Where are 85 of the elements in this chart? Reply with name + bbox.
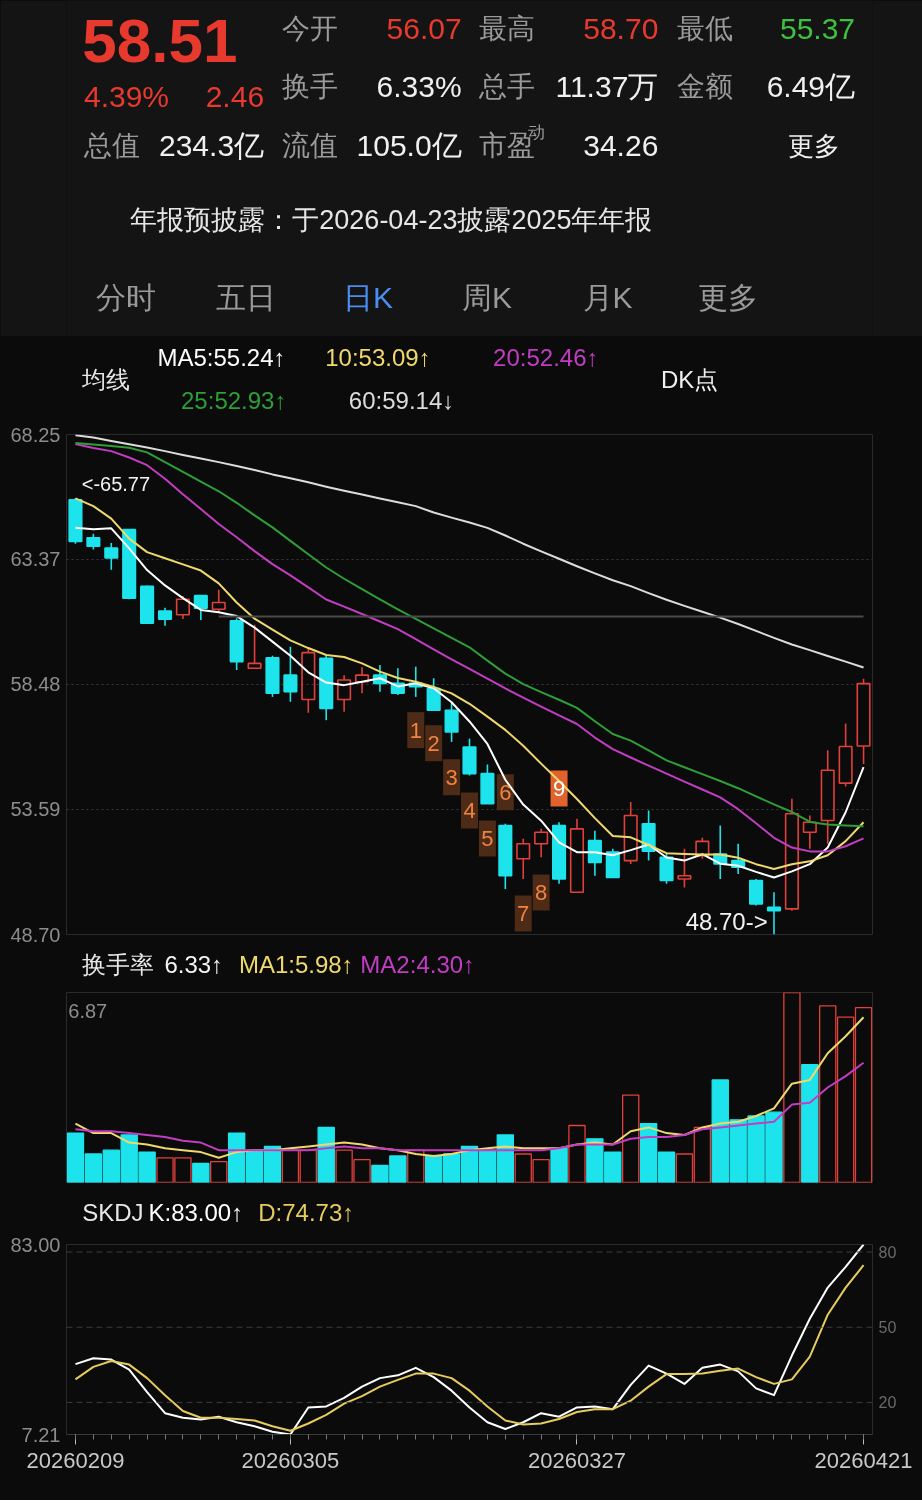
- ref-line-label: 80: [878, 1244, 897, 1262]
- text: 最高: [479, 13, 536, 44]
- text: DK点: [660, 366, 719, 393]
- candlestick: [802, 814, 817, 850]
- text: 55.37: [779, 11, 856, 45]
- text: 今开: [282, 13, 339, 44]
- bar: [801, 1064, 819, 1183]
- text: 58.70: [583, 11, 659, 45]
- annotation: 9: [552, 775, 566, 801]
- text: 105.0亿: [356, 129, 462, 162]
- text: 分时: [95, 281, 156, 314]
- bar: [568, 1124, 586, 1183]
- legend-title: SKDJ: [82, 1199, 144, 1226]
- text: 总值: [82, 130, 140, 161]
- text: 56.07: [386, 11, 462, 45]
- text: 流值: [282, 130, 339, 161]
- text: 日K: [343, 281, 394, 314]
- text: MA5:55.24↑: [157, 343, 286, 371]
- text: 25:52.93↑: [181, 386, 287, 414]
- text: 月K: [582, 281, 633, 314]
- text: 2.46: [205, 79, 265, 113]
- text: 10:53.09↑: [325, 343, 431, 371]
- y-tick-label: 7.21: [21, 1423, 61, 1446]
- bar: [621, 1094, 640, 1183]
- text: D:74.73↑: [258, 1199, 355, 1226]
- y-tick-label: 48.70: [10, 923, 61, 946]
- text: 金额: [676, 71, 733, 102]
- text: 60:59.14↓: [348, 386, 455, 414]
- text: 换手: [282, 71, 339, 102]
- annotation: <-65.77: [81, 472, 151, 495]
- candlestick: [749, 878, 764, 907]
- candlestick: [337, 674, 352, 713]
- bar: [550, 1147, 568, 1183]
- text: 总手: [478, 71, 536, 102]
- candlestick: [516, 838, 531, 880]
- text: 6.49亿: [766, 70, 856, 103]
- ref-line-label: 50: [878, 1319, 897, 1337]
- y-tick-label: 68.25: [10, 423, 61, 446]
- annotation: 1: [409, 717, 422, 743]
- annotation: 2: [427, 730, 440, 756]
- text: K:83.00↑: [148, 1199, 244, 1226]
- annotation: 6: [499, 779, 512, 805]
- text: 年报预披露：于2026-04-23披露2025年年报: [130, 204, 653, 235]
- text: 五日: [215, 281, 276, 314]
- text: 更多: [787, 130, 840, 161]
- text: MA1:5.98↑: [238, 951, 354, 978]
- annotation: 7: [517, 901, 530, 927]
- y-tick-label: 53.59: [10, 798, 61, 821]
- bar: [783, 992, 801, 1183]
- legend-title: 换手率: [82, 951, 155, 978]
- y-tick-label: 83.00: [10, 1233, 61, 1256]
- x-tick-label: 20260327: [528, 1447, 626, 1473]
- annotation: 8: [535, 880, 548, 906]
- text: 6.33%: [376, 70, 462, 103]
- text: 20:52.46↑: [493, 343, 599, 371]
- text: 6.33↑: [164, 951, 224, 978]
- annotation: 4: [463, 797, 476, 823]
- x-tick-label: 20260421: [814, 1447, 913, 1473]
- y-tick-label: 58.48: [10, 673, 61, 696]
- annotation: 48.70->: [685, 907, 768, 935]
- candlestick: [820, 749, 835, 845]
- candlestick: [104, 542, 119, 571]
- text: 58.51: [82, 5, 238, 75]
- annotation: 3: [445, 764, 458, 790]
- candlestick: [623, 801, 638, 865]
- text: 11.37万: [555, 70, 659, 103]
- candlestick: [354, 666, 370, 695]
- x-tick-label: 20260305: [241, 1447, 340, 1473]
- annotation: 6.87: [68, 999, 108, 1022]
- annotation: 5: [481, 826, 494, 852]
- y-tick-label: 63.37: [10, 548, 61, 571]
- bar: [192, 1162, 210, 1183]
- line-series: [74, 434, 865, 669]
- text: MA2:4.30↑: [360, 951, 476, 978]
- candlestick: [551, 821, 567, 885]
- x-tick-label: 20260209: [26, 1447, 125, 1473]
- text: 更多: [698, 281, 759, 314]
- text: 最低: [676, 13, 733, 44]
- text: 234.3亿: [158, 129, 265, 162]
- text: 周K: [461, 281, 512, 314]
- legend-title: 均线: [81, 366, 131, 393]
- candlestick: [766, 891, 782, 935]
- text: 34.26: [583, 128, 659, 162]
- text: 4.39%: [83, 80, 170, 113]
- ref-line-label: 20: [878, 1394, 897, 1412]
